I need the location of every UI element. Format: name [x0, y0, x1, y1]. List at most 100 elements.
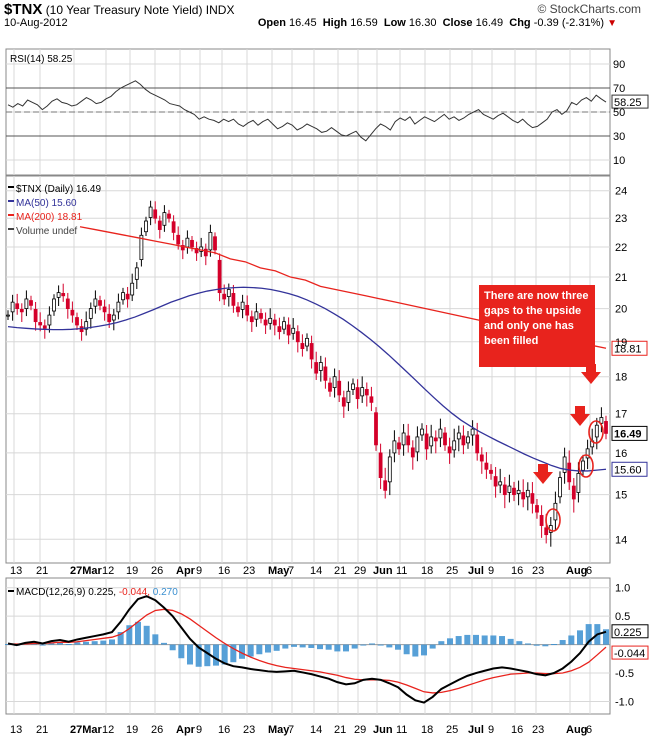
candle-body — [15, 303, 20, 309]
macd-hist-bar — [230, 644, 237, 663]
candle-body — [558, 477, 562, 498]
candle-body — [203, 248, 208, 257]
macd-hist-bar — [178, 644, 185, 659]
candle-body — [263, 319, 268, 326]
candle-body — [337, 380, 342, 396]
price-y-tick: 24 — [615, 186, 627, 198]
candle-body — [553, 502, 558, 521]
candle-body — [180, 245, 185, 251]
candle-body — [397, 442, 401, 450]
candle-body — [406, 435, 411, 446]
x-tick-label: 27Mar — [70, 565, 103, 577]
candle-body — [134, 267, 139, 280]
candle-body — [144, 220, 148, 233]
x-tick-label: Jul — [468, 724, 484, 736]
macd-hist-bar — [213, 644, 219, 666]
candle-body — [493, 476, 498, 487]
x-tick-label: Jun — [373, 724, 393, 736]
macd-hist-bar — [464, 634, 471, 645]
x-tick-label: 14 — [310, 724, 322, 736]
low-label: Low — [383, 17, 406, 29]
candle-body — [226, 289, 231, 297]
x-tick-label: 27Mar — [70, 724, 103, 736]
macd-hist-bar — [429, 644, 436, 649]
macd-legend-part: MACD(12,26,9) — [16, 587, 88, 598]
x-tick-label: 7 — [288, 565, 294, 577]
macd-hist-bar — [204, 644, 211, 667]
price-y-tick: 16 — [615, 448, 627, 460]
chart-title: $TNX (10 Year Treasury Note Yield) INDX — [4, 1, 234, 18]
macd-hist-bar — [291, 644, 297, 647]
volume-legend-swatch — [8, 228, 14, 230]
candle-body — [162, 212, 167, 226]
x-tick-label: 19 — [126, 565, 138, 577]
candle-body — [125, 293, 130, 300]
candle-body — [61, 293, 66, 297]
macd-legend-swatch — [8, 590, 14, 592]
open-value: 16.45 — [289, 17, 317, 29]
annotation-marks — [533, 364, 604, 532]
macd-hist-bar — [239, 644, 245, 659]
macd-hist-bar — [161, 642, 167, 645]
price-series: 16.49 15.60 18.81 — [6, 200, 648, 547]
price-legend-swatch — [8, 186, 14, 188]
down-arrow-icon — [570, 406, 590, 426]
macd-last-label: 0.225 — [614, 627, 642, 639]
candle-body — [268, 317, 273, 324]
last-price-label-box — [611, 425, 648, 441]
macd-hist-bar — [299, 644, 306, 648]
macd-hist-bar — [568, 635, 575, 645]
candle-body — [24, 298, 29, 309]
ma50-last-label-box — [611, 461, 648, 477]
candle-body — [185, 237, 190, 248]
macd-hist-bar — [499, 636, 505, 645]
macd-hist-bar — [533, 644, 540, 646]
candle-body — [521, 492, 526, 500]
candle-body — [401, 432, 406, 446]
down-arrow-icon: ▼ — [607, 18, 617, 29]
macd-legend-part: 0.270 — [153, 587, 178, 598]
price-panel — [5, 175, 611, 564]
macd-hist-bar — [412, 644, 419, 657]
ma200-last-label: 18.81 — [614, 343, 642, 355]
macd-hist-bar — [143, 625, 150, 645]
candle-body — [498, 481, 503, 486]
candle-body — [424, 433, 429, 450]
last-price-label: 16.49 — [614, 428, 642, 440]
open-label: Open — [257, 17, 286, 29]
x-tick-label: 9 — [488, 565, 494, 577]
macd-panel — [5, 577, 611, 715]
x-tick-label: 25 — [446, 724, 458, 736]
candle-body — [121, 292, 125, 301]
macd-hist-bar — [377, 644, 384, 646]
low-value: 16.30 — [408, 17, 437, 29]
signal-last-box — [611, 645, 649, 660]
macd-hist-bar — [169, 644, 176, 651]
x-tick-label: 12 — [102, 565, 114, 577]
candle-body — [65, 298, 70, 309]
x-tick-label: 26 — [151, 724, 163, 736]
candle-body — [456, 432, 461, 440]
candle-body — [585, 448, 590, 459]
x-axis-labels: 1313212127Mar27Mar121219192626AprApr9916… — [10, 565, 592, 736]
price-y-tick: 17 — [615, 409, 627, 421]
candle-body — [75, 317, 79, 326]
x-tick-label: 11 — [396, 565, 407, 577]
candle-body — [364, 389, 369, 396]
annotation-box: There are now three gaps to the upside a… — [479, 285, 595, 367]
candle-body — [305, 337, 309, 347]
macd-hist-bar — [221, 644, 228, 665]
candle-body — [461, 435, 466, 446]
ma50-legend-swatch — [8, 200, 14, 202]
x-tick-label: Jul — [468, 565, 484, 577]
chart-date: 10-Aug-2012 — [4, 17, 68, 29]
exchange: INDX — [205, 3, 235, 17]
x-tick-label: 11 — [396, 724, 407, 736]
candle-body — [341, 397, 346, 407]
macd-hist-bar — [525, 643, 531, 645]
candle-body — [291, 327, 296, 334]
x-tick-label: 16 — [218, 724, 230, 736]
candle-body — [42, 325, 47, 329]
candle-body — [429, 436, 434, 447]
candle-body — [10, 301, 15, 313]
